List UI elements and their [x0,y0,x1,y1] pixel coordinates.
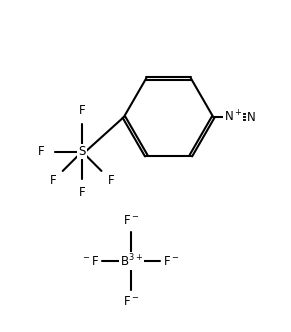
Text: F$^-$: F$^-$ [123,214,139,227]
Text: F: F [50,174,56,187]
Text: F: F [108,174,114,187]
Text: B$^{3+}$: B$^{3+}$ [120,253,143,269]
Text: F: F [38,145,45,158]
Text: N: N [247,111,256,124]
Text: F$^-$: F$^-$ [123,295,139,308]
Text: F: F [79,186,85,199]
Text: $^-$F: $^-$F [81,255,100,268]
Text: F$^-$: F$^-$ [163,255,179,268]
Text: S: S [78,145,86,158]
Text: F: F [79,104,85,117]
Text: N$^+$: N$^+$ [223,109,242,124]
